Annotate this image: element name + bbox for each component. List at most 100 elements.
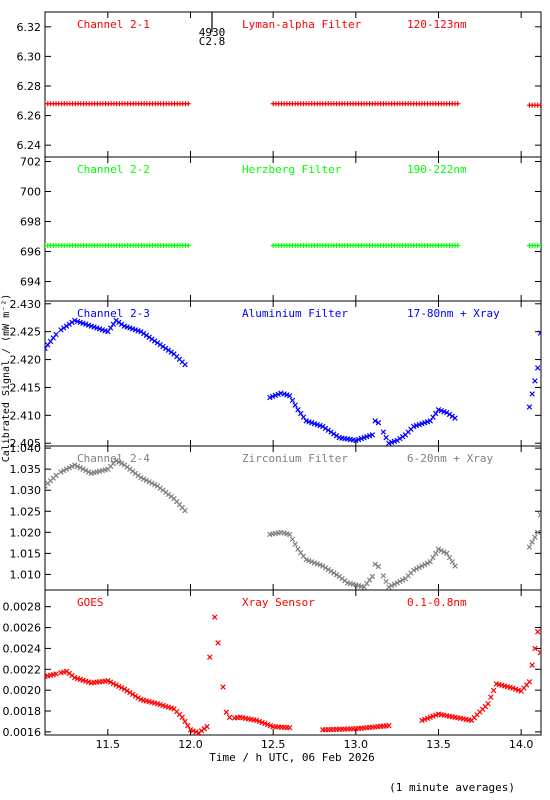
data-point-3-113-b [441,408,447,415]
data-point-4-122 [537,512,541,518]
y-tick-label-1-3: 6.30 [17,50,42,63]
data-point-4-4-b [53,472,59,479]
data-point-4-5 [58,469,64,475]
data-point-4-93 [386,584,392,590]
data-point-5-150-b [526,679,533,685]
data-point-4-120 [532,534,538,540]
data-point-3-97 [397,435,403,442]
data-point-3-7-b [63,323,70,329]
data-point-4-14 [83,467,89,474]
data-point-3-117 [452,415,458,421]
data-point-4-31-b [129,468,136,474]
data-point-3-35-b [140,330,147,337]
panel-filter-5: Xray Sensor [242,596,315,609]
data-point-5-140-b [499,682,505,689]
footnote: (1 minute averages) [389,781,515,794]
data-point-3-28-b [121,323,128,329]
flare-marker: 4930 C2.8 [199,12,226,48]
data-point-4-88 [369,573,376,580]
data-point-3-40 [154,340,161,346]
data-point-4-94-b [388,582,395,589]
data-point-4-118-b [526,544,533,550]
data-point-5-34-b [138,696,144,703]
data-point-4-117 [452,563,458,569]
data-point-3-61 [295,407,301,413]
data-point-3-90-b [375,420,382,426]
data-point-5-58 [204,723,210,730]
data-point-4-96 [394,580,400,586]
data-point-5-53-b [190,728,196,734]
data-point-4-10 [72,462,78,468]
data-point-3-39-b [151,338,158,344]
data-point-3-7 [63,323,70,329]
data-point-5-51-b [185,722,191,729]
data-point-4-108 [427,559,433,565]
panel-4: 1.010 1.015 1.020 1.025 1.030 1.035 1.040 Chann… [10,442,542,591]
data-point-3-120 [532,378,538,384]
data-point-3-120-b [532,378,538,384]
data-point-4-117-b [452,563,458,569]
data-point-3-24 [110,321,117,327]
y-tick-label-5-2: 0.0020 [3,684,42,697]
data-point-4-30-b [127,466,133,472]
data-point-4-70 [320,563,326,569]
data-point-3-42 [160,343,166,350]
data-point-3-37-b [146,334,152,340]
data-point-3-5-b [58,327,64,333]
data-point-3-117-b [452,415,458,421]
x-tick-label-5: 14.0 [509,738,534,751]
data-point-3-63 [300,414,307,420]
data-point-4-37-b [146,479,152,485]
data-point-5-60-b [212,614,218,620]
data-point-4-102 [410,567,417,573]
data-point-4-26 [116,459,122,465]
data-point-4-112 [438,547,444,554]
data-point-5-7-b [63,668,70,675]
flare-marker-label-2: C2.8 [199,35,226,48]
data-point-5-12-b [77,676,83,683]
data-point-4-119 [529,539,535,545]
data-point-4-13 [80,466,86,472]
data-point-5-30-b [127,689,133,696]
data-point-3-90 [375,420,382,426]
data-point-3-30-b [127,325,133,331]
data-point-4-64-b [303,556,309,563]
data-point-3-8-b [66,321,72,327]
data-point-4-57-b [284,530,290,537]
data-point-4-109-b [430,554,436,561]
data-point-4-8-b [66,465,72,471]
data-point-3-45-b [168,349,174,355]
data-point-5-46-b [171,706,177,712]
data-point-3-12-b [77,319,83,326]
data-point-3-27 [118,321,125,327]
data-point-3-22-b [105,328,111,335]
panel-filter-3: Aluminium Filter [242,307,348,320]
data-point-3-43 [162,345,169,352]
y-tick-label-3-1: 2.410 [10,409,42,422]
data-point-5-78-b [267,722,274,729]
panel-frame-1 [44,11,542,158]
y-tick-label-2-4: 702 [20,156,41,169]
data-point-3-96-b [394,437,400,444]
y-tick-label-2-3: 700 [20,186,41,199]
data-point-3-6 [61,325,67,331]
data-point-4-25-b [113,458,119,464]
data-point-3-40-b [154,340,161,346]
data-point-4-47-b [173,498,180,505]
data-point-3-8 [66,321,72,327]
data-point-5-136 [488,694,494,700]
x-tick-label-2: 12.5 [261,738,286,751]
data-point-4-74 [331,570,337,576]
y-tick-label-5-4: 0.0024 [3,642,42,655]
data-point-5-25-b [113,682,119,688]
data-point-3-88 [369,432,376,438]
data-point-4-46-b [171,495,177,502]
x-tick-label-1: 12.0 [178,738,203,751]
data-point-4-27-b [118,460,125,467]
data-point-3-25-b [113,317,119,324]
data-point-5-11-b [74,675,81,682]
data-point-3-11-b [74,318,81,325]
data-point-5-61 [215,640,221,646]
data-point-4-34 [138,474,144,481]
